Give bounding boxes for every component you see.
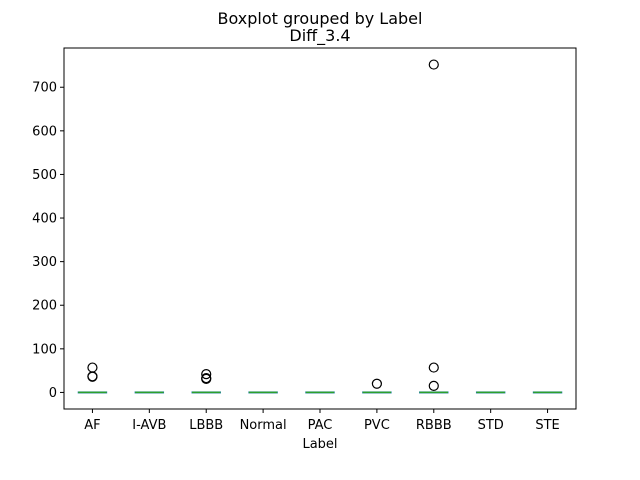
y-tick-label: 500 <box>32 168 57 183</box>
x-tick-label: I-AVB <box>132 418 166 433</box>
x-tick-label: LBBB <box>189 418 223 433</box>
x-axis-label: Label <box>302 437 337 452</box>
chart-suptitle: Boxplot grouped by Label <box>218 9 423 28</box>
outlier-point <box>371 378 382 389</box>
outlier-point <box>428 59 439 70</box>
y-tick-label: 200 <box>32 299 57 314</box>
box-group-pvc <box>362 378 392 394</box>
x-tick-label: Normal <box>240 418 287 433</box>
box-group-pac <box>305 391 335 394</box>
y-tick-label: 700 <box>32 81 57 96</box>
y-tick-label: 600 <box>32 124 57 139</box>
x-tick-label: AF <box>84 418 100 433</box>
x-tick-label: STE <box>535 418 559 433</box>
box-group-i-avb <box>134 391 165 394</box>
y-tick-label: 0 <box>49 386 57 401</box>
x-tick-label: STD <box>478 418 504 433</box>
box-group-af <box>77 362 108 394</box>
y-tick-label: 400 <box>32 212 57 227</box>
y-tick-label: 100 <box>32 342 57 357</box>
outlier-point <box>201 373 212 385</box>
plot-area <box>60 59 563 413</box>
chart-title: Diff_3.4 <box>289 26 350 46</box>
box-group-rbbb <box>419 59 449 394</box>
box-group-ste <box>532 391 563 394</box>
box-group-std <box>475 391 506 394</box>
axes-frame <box>63 47 577 410</box>
outlier-point <box>428 380 439 391</box>
x-tick-label: PVC <box>364 418 390 433</box>
outlier-point <box>428 362 439 373</box>
x-tick-label: RBBB <box>416 418 452 433</box>
y-tick-label: 300 <box>32 255 57 270</box>
outlier-point <box>201 369 212 380</box>
box-group-lbbb <box>191 369 221 394</box>
outlier-point <box>87 371 98 382</box>
box-group-normal <box>248 391 278 394</box>
x-tick-label: PAC <box>308 418 333 433</box>
